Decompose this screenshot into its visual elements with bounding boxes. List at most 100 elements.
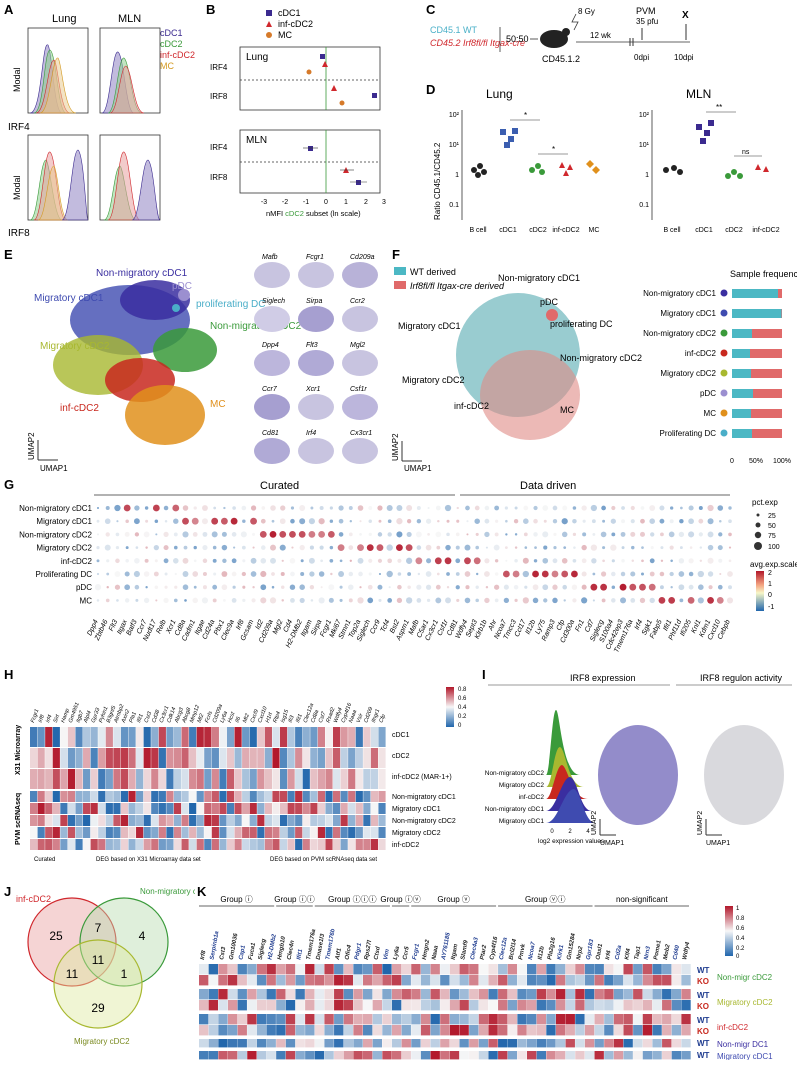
dot — [708, 585, 713, 590]
heat-cell — [218, 964, 228, 975]
bar-wt — [732, 329, 752, 338]
dot — [571, 584, 578, 590]
heat-cell — [272, 827, 280, 838]
point-cdc1-irf4 — [308, 146, 313, 151]
dot — [338, 532, 344, 537]
dot — [242, 519, 246, 523]
dot — [191, 517, 199, 525]
heat-cell — [478, 975, 489, 986]
dot — [581, 597, 588, 604]
heat-cell — [120, 727, 129, 747]
dot — [425, 584, 432, 590]
xlabel: DEG based on PVM scRNAseq data set — [270, 857, 377, 863]
bar-wt — [732, 289, 778, 298]
heat-cell — [671, 964, 682, 975]
heat-cell — [594, 975, 604, 986]
color-tick: 2 — [768, 570, 772, 577]
ridge-nonmig-cdc2 — [546, 710, 580, 775]
dot — [308, 531, 316, 538]
dot — [299, 505, 306, 511]
heat-cell — [662, 1051, 672, 1060]
heat-cell — [60, 815, 68, 826]
gene-label: Cxcl9 — [250, 709, 260, 724]
heat-cell — [324, 1025, 334, 1036]
dot — [455, 532, 460, 537]
label: Non-migratory cDC1 — [498, 273, 580, 283]
dotplot-genes: Dpp4Zbtb46Flt3ItgaxBatf3Ccr7Nudt17RelbXc… — [86, 618, 731, 654]
gene-label: Irf4 — [634, 619, 645, 631]
heat-cell — [355, 769, 363, 789]
dot — [405, 544, 413, 551]
dot — [357, 597, 364, 604]
heat-cell — [218, 1025, 228, 1036]
heat-cell — [584, 1014, 595, 1025]
dot — [115, 532, 120, 537]
heat-cell — [247, 1000, 257, 1011]
heat-cell — [219, 769, 227, 789]
heat-cell — [113, 769, 121, 789]
heat-cell — [332, 827, 341, 838]
size-dot — [755, 522, 761, 528]
heat-cell — [305, 964, 315, 975]
dot — [222, 598, 226, 602]
dot — [552, 597, 558, 604]
heat-cell — [305, 975, 315, 986]
heat-cell — [211, 769, 219, 789]
dot — [532, 584, 539, 591]
d10-label: 10dpi — [674, 53, 694, 62]
heat-cell — [355, 803, 363, 814]
heat-cell — [314, 975, 325, 986]
row-label: Migratory cDC1 — [36, 517, 92, 526]
panel-j-figure: J inf-cDC2 Non-migratory cDC2 Migratory … — [4, 884, 213, 1046]
dot — [358, 571, 363, 577]
heat-cell — [189, 748, 197, 768]
heat-cell — [565, 1039, 575, 1048]
dot — [620, 531, 626, 537]
feature-umap — [254, 262, 290, 288]
dot — [155, 533, 158, 536]
dotplot-dots — [94, 504, 734, 604]
dot — [484, 558, 490, 564]
dot — [553, 545, 557, 550]
heat-cell — [317, 748, 326, 768]
gene-label: Mt2 — [242, 713, 251, 724]
heat-cell — [546, 964, 556, 975]
heat-cell — [363, 769, 371, 789]
heat-cell — [237, 1025, 247, 1036]
heat-cell — [295, 1025, 305, 1036]
heat-cell — [594, 989, 604, 1000]
gene: Flt3 — [306, 342, 318, 349]
heat-cell — [120, 748, 129, 768]
dot — [611, 505, 616, 511]
heat-cell — [113, 815, 121, 826]
heat-cell — [227, 975, 238, 986]
heat-cell — [90, 769, 98, 789]
host-label: CD45.1.2 — [542, 54, 580, 64]
gene-label: Siglecg — [258, 938, 268, 960]
dot — [338, 571, 345, 577]
point — [708, 120, 714, 126]
dot — [125, 519, 129, 523]
dot — [435, 531, 442, 538]
dot — [183, 545, 188, 550]
gene-label: Naaa — [431, 945, 440, 961]
heat-cell — [343, 1014, 354, 1025]
heat-cell — [353, 975, 363, 986]
heat-cell — [276, 1039, 286, 1048]
x-ticks: -3 -2 -1 0 1 2 3 — [261, 199, 386, 206]
k-scale-ticks: 1 0.8 0.6 0.4 0.2 0 — [736, 906, 745, 960]
heat-cell — [372, 1039, 382, 1048]
gene-label: H2-DMb2 — [267, 933, 278, 960]
color-tick: -1 — [768, 604, 774, 611]
dot — [718, 532, 723, 537]
heat-cell — [264, 791, 272, 802]
col-title-mln: MLN — [118, 13, 141, 25]
dot — [698, 518, 704, 524]
dot — [250, 557, 257, 564]
heat-cell — [226, 791, 235, 802]
row-label: Migratory cDC2 — [392, 830, 441, 837]
gene-label: Ctsd — [374, 946, 382, 961]
dot — [279, 544, 286, 551]
dot — [415, 531, 422, 538]
